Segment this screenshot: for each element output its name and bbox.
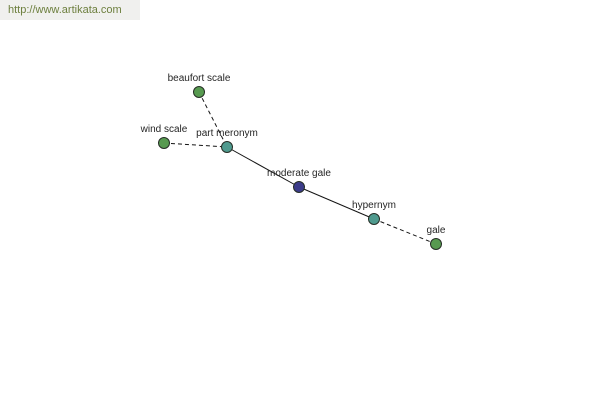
node-label-beaufort-scale[interactable]: beaufort scale — [167, 73, 231, 84]
edge-wind-scale-to-part-meronym — [163, 142, 228, 148]
node-label-part-meronym[interactable]: part meronym — [196, 128, 258, 139]
edge-beaufort-scale-to-part-meronym — [198, 91, 228, 148]
node-label-hypernym[interactable]: hypernym — [352, 200, 396, 211]
node-hypernym[interactable] — [368, 213, 380, 225]
node-label-gale[interactable]: gale — [426, 225, 446, 236]
site-url-watermark: http://www.artikata.com — [0, 0, 140, 20]
node-label-moderate-gale[interactable]: moderate gale — [267, 168, 331, 179]
edge-part-meronym-to-moderate-gale — [226, 146, 300, 188]
node-part-meronym[interactable] — [221, 141, 233, 153]
node-moderate-gale[interactable] — [293, 181, 305, 193]
node-wind-scale[interactable] — [158, 137, 170, 149]
edge-moderate-gale-to-hypernym — [298, 186, 375, 220]
node-beaufort-scale[interactable] — [193, 86, 205, 98]
node-gale[interactable] — [430, 238, 442, 250]
node-label-wind-scale[interactable]: wind scale — [140, 124, 188, 135]
